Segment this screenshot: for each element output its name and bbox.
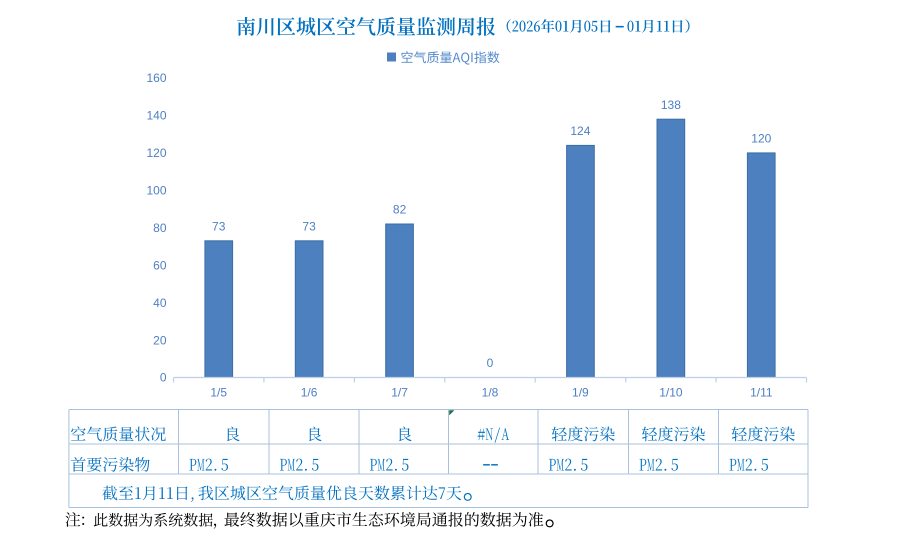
svg-text:124: 124 [570,124,590,138]
svg-text:60: 60 [153,258,167,272]
svg-text:120: 120 [751,132,771,146]
svg-text:73: 73 [212,220,226,234]
svg-text:160: 160 [146,71,166,85]
svg-text:1/6: 1/6 [301,386,318,400]
svg-text:20: 20 [153,333,167,347]
svg-text:1/11: 1/11 [750,386,773,400]
svg-text:73: 73 [302,220,316,234]
svg-text:82: 82 [393,203,407,217]
svg-text:1/8: 1/8 [482,386,499,400]
svg-text:1/10: 1/10 [659,386,683,400]
svg-text:140: 140 [146,109,166,123]
svg-text:1/5: 1/5 [210,386,227,400]
svg-text:80: 80 [153,221,167,235]
svg-text:40: 40 [153,296,167,310]
svg-text:120: 120 [146,146,166,160]
svg-text:0: 0 [160,371,167,385]
svg-text:138: 138 [661,98,681,112]
svg-text:100: 100 [146,184,166,198]
svg-text:1/7: 1/7 [391,386,408,400]
svg-text:0: 0 [487,356,494,370]
svg-text:1/9: 1/9 [572,386,589,400]
